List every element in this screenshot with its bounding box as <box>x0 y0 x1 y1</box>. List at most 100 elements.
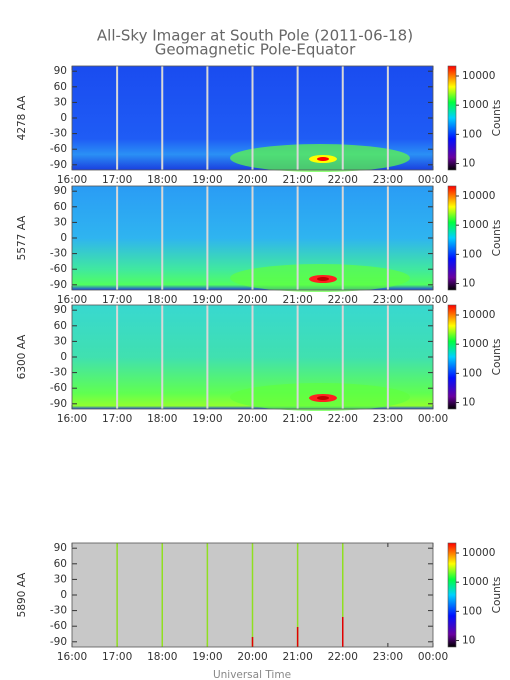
x-tick-label: 21:00 <box>282 294 312 306</box>
x-tick-label: 16:00 <box>57 174 87 186</box>
y-tick-label: 60 <box>54 201 67 213</box>
x-tick-label: 23:00 <box>373 174 403 186</box>
x-tick-label: 23:00 <box>373 294 403 306</box>
x-tick-label: 22:00 <box>328 651 358 663</box>
plot-frame <box>71 65 434 171</box>
y-tick-label: 0 <box>60 351 67 363</box>
x-tick-label: 19:00 <box>192 651 222 663</box>
x-tick-label: 19:00 <box>192 294 222 306</box>
colorbar-tick-label: 10 <box>462 158 475 170</box>
y-tick-label: -60 <box>50 143 67 155</box>
y-axis-label: 5890 AA <box>16 572 28 618</box>
colorbar-tick-label: 1000 <box>462 219 489 231</box>
x-tick-label: 20:00 <box>237 174 267 186</box>
colorbar-tick-label: 1000 <box>462 338 489 350</box>
colorbar-label: Counts <box>491 339 503 376</box>
colorbar-tick-label: 100 <box>462 128 482 140</box>
plot-frame <box>71 185 434 291</box>
x-tick-label: 00:00 <box>418 174 448 186</box>
x-tick-label: 17:00 <box>102 174 132 186</box>
y-tick-label: 30 <box>54 216 67 228</box>
y-axis-label: 4278 AA <box>16 95 28 141</box>
y-tick-label: 60 <box>54 320 67 332</box>
x-tick-label: 18:00 <box>147 651 177 663</box>
y-tick-label: 60 <box>54 81 67 93</box>
x-tick-label: 18:00 <box>147 413 177 425</box>
colorbar-tick-label: 100 <box>462 248 482 260</box>
x-tick-label: 18:00 <box>147 294 177 306</box>
x-tick-label: 17:00 <box>102 413 132 425</box>
y-tick-label: -30 <box>50 128 67 140</box>
x-tick-label: 17:00 <box>102 651 132 663</box>
y-tick-label: -30 <box>50 367 67 379</box>
x-tick-label: 22:00 <box>328 174 358 186</box>
x-tick-label: 23:00 <box>373 413 403 425</box>
x-tick-label: 20:00 <box>237 413 267 425</box>
y-tick-label: 0 <box>60 112 67 124</box>
x-tick-label: 17:00 <box>102 294 132 306</box>
y-tick-label: 90 <box>54 542 67 554</box>
y-tick-label: -90 <box>50 398 67 410</box>
colorbar <box>447 542 457 648</box>
aurora-center <box>317 396 329 400</box>
x-tick-label: 00:00 <box>418 651 448 663</box>
y-tick-label: 30 <box>54 335 67 347</box>
x-tick-label: 23:00 <box>373 651 403 663</box>
y-tick-label: -30 <box>50 248 67 260</box>
y-tick-label: 90 <box>54 65 67 77</box>
y-tick-label: -60 <box>50 382 67 394</box>
aurora-center <box>317 157 329 161</box>
colorbar-tick-label: 100 <box>462 367 482 379</box>
y-tick-label: 0 <box>60 589 67 601</box>
x-tick-label: 16:00 <box>57 413 87 425</box>
colorbar-tick-label: 100 <box>462 605 482 617</box>
colorbar-tick-label: 10 <box>462 278 475 290</box>
colorbar <box>447 65 457 171</box>
x-tick-label: 22:00 <box>328 294 358 306</box>
y-tick-label: -90 <box>50 159 67 171</box>
x-axis-label: Universal Time <box>213 669 291 680</box>
colorbar-tick-label: 10000 <box>462 190 495 202</box>
x-tick-label: 21:00 <box>282 413 312 425</box>
plot-frame <box>71 304 434 410</box>
x-tick-label: 22:00 <box>328 413 358 425</box>
colorbar-tick-label: 10 <box>462 635 475 647</box>
x-tick-label: 16:00 <box>57 294 87 306</box>
x-tick-label: 19:00 <box>192 174 222 186</box>
y-tick-label: -90 <box>50 279 67 291</box>
y-axis-label: 6300 AA <box>16 334 28 380</box>
aurora-center <box>317 277 329 281</box>
colorbar-tick-label: 1000 <box>462 576 489 588</box>
x-tick-label: 16:00 <box>57 651 87 663</box>
chart-subtitle: Geomagnetic Pole-Equator <box>155 41 356 59</box>
x-tick-label: 20:00 <box>237 651 267 663</box>
colorbar-tick-label: 10 <box>462 397 475 409</box>
colorbar-tick-label: 10000 <box>462 309 495 321</box>
x-tick-label: 21:00 <box>282 651 312 663</box>
x-tick-label: 20:00 <box>237 294 267 306</box>
colorbar-label: Counts <box>491 100 503 137</box>
x-tick-label: 21:00 <box>282 174 312 186</box>
y-tick-label: -60 <box>50 263 67 275</box>
y-tick-label: 60 <box>54 558 67 570</box>
colorbar <box>447 185 457 291</box>
plot-frame <box>71 542 434 648</box>
colorbar-label: Counts <box>491 220 503 257</box>
y-tick-label: -30 <box>50 605 67 617</box>
colorbar <box>447 304 457 410</box>
y-tick-label: 30 <box>54 96 67 108</box>
x-tick-label: 00:00 <box>418 294 448 306</box>
colorbar-tick-label: 10000 <box>462 70 495 82</box>
y-tick-label: 90 <box>54 304 67 316</box>
x-tick-label: 19:00 <box>192 413 222 425</box>
colorbar-tick-label: 10000 <box>462 547 495 559</box>
y-tick-label: -90 <box>50 636 67 648</box>
x-tick-label: 00:00 <box>418 413 448 425</box>
chart-title: All-Sky Imager at South Pole (2011-06-18… <box>97 27 413 45</box>
y-axis-label: 5577 AA <box>16 215 28 261</box>
y-tick-label: -60 <box>50 620 67 632</box>
colorbar-label: Counts <box>491 577 503 614</box>
colorbar-tick-label: 1000 <box>462 99 489 111</box>
y-tick-label: 30 <box>54 573 67 585</box>
